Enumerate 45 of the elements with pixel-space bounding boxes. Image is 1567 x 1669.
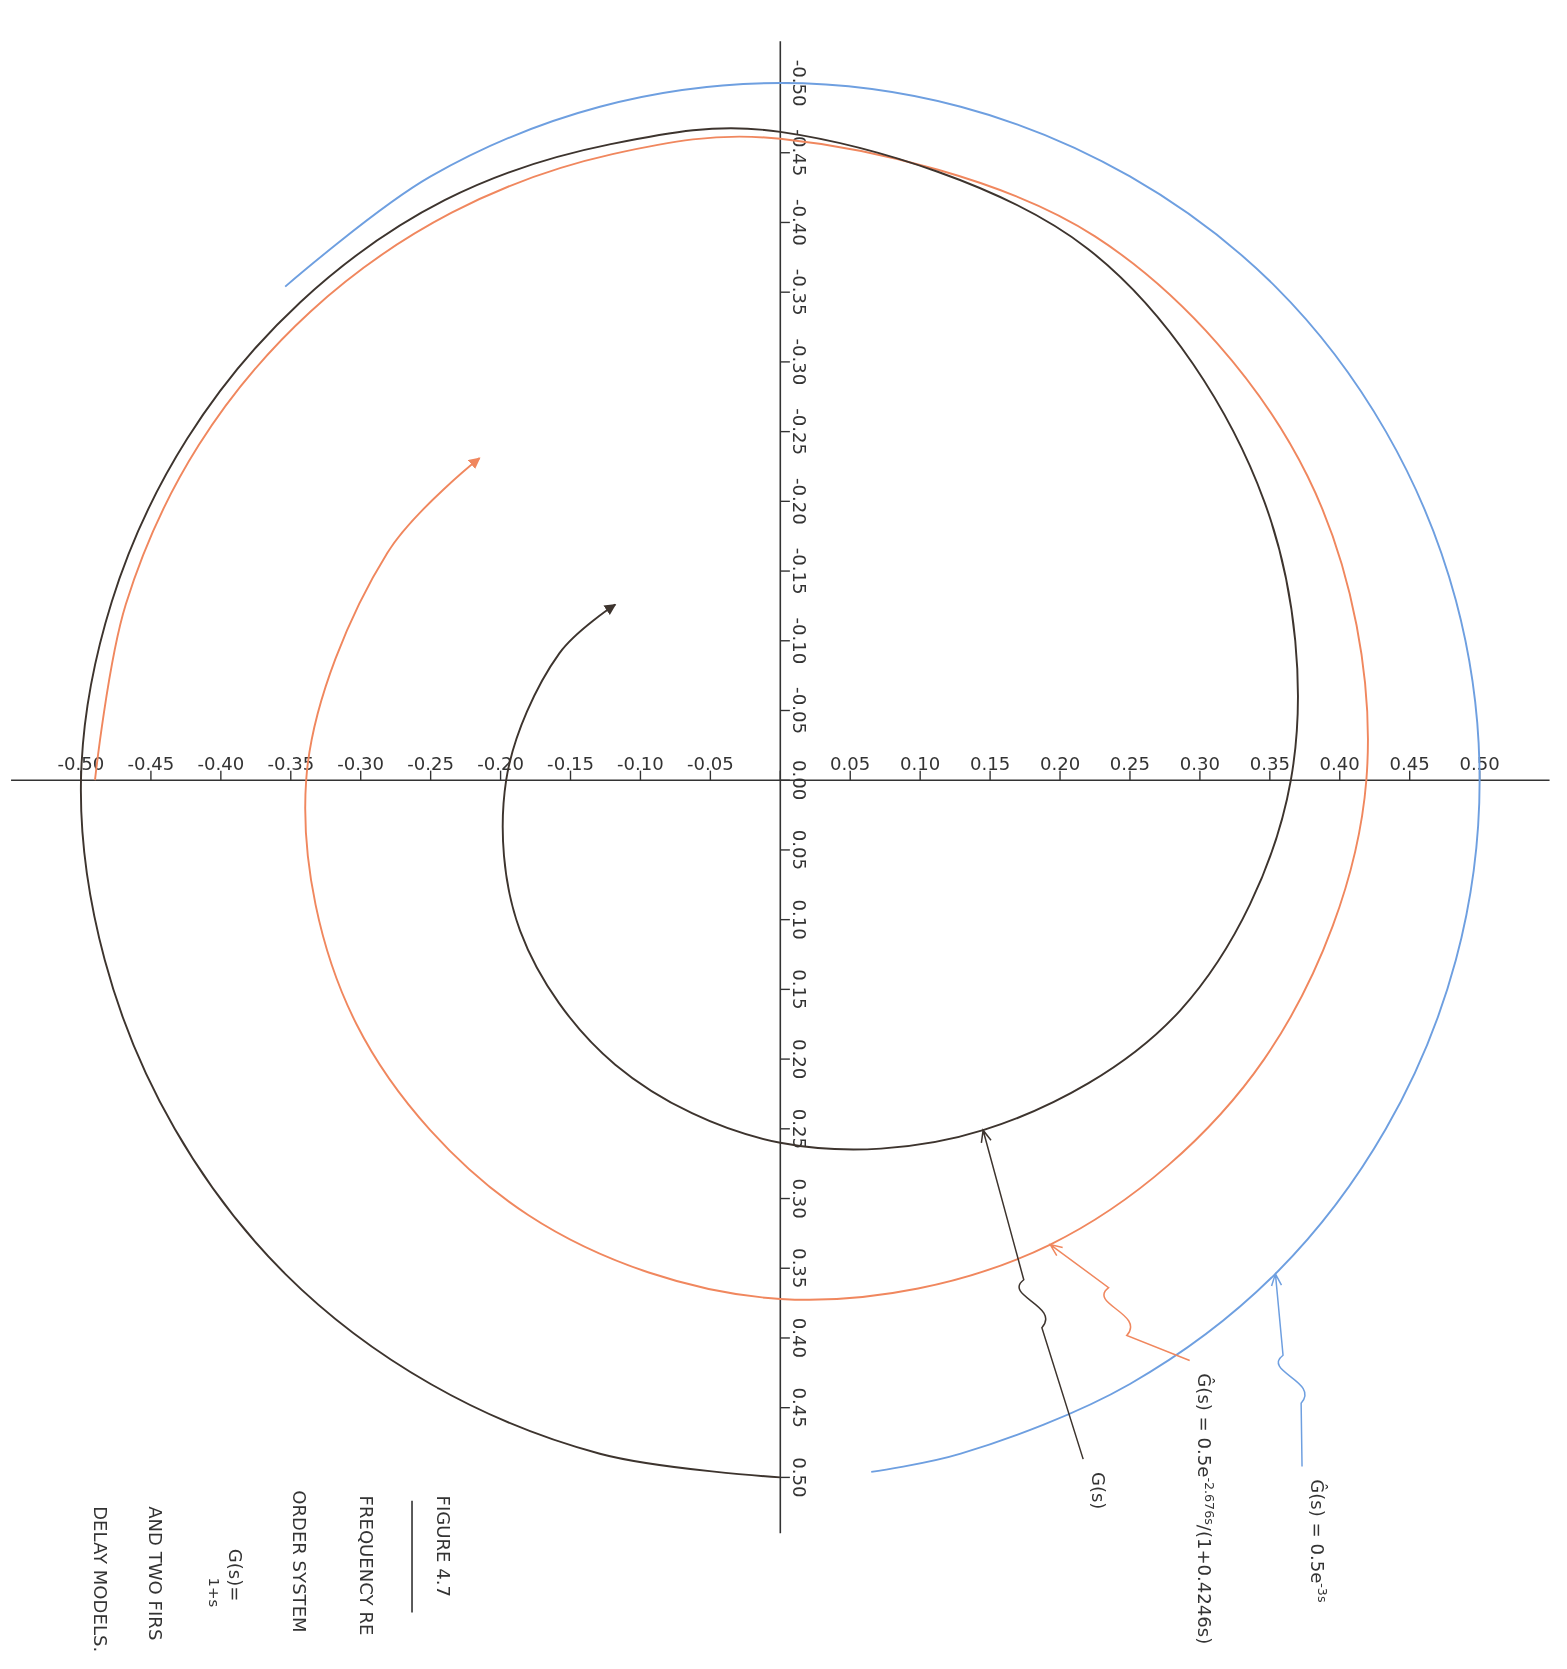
- y-tick-label: -0.40: [789, 199, 811, 246]
- x-tick-label: -0.25: [407, 752, 455, 774]
- y-tick-label: 0.15: [789, 969, 811, 1010]
- x-tick-label: 0.20: [1039, 752, 1081, 774]
- y-tick-label: -0.20: [789, 477, 811, 525]
- annotation: FREQUENCY RE: [355, 1495, 377, 1636]
- y-tick-label: 0.00: [789, 760, 811, 801]
- annotation: G(s): [1087, 1471, 1109, 1510]
- x-tick-label: -0.40: [197, 752, 245, 774]
- x-tick-label: 0.10: [900, 752, 941, 774]
- y-tick-label: 0.30: [789, 1178, 811, 1219]
- y-tick-label: -0.15: [789, 547, 811, 595]
- y-tick-label: 0.45: [789, 1387, 811, 1428]
- y-tick-label: -0.05: [789, 687, 811, 734]
- x-tick-label: 0.15: [969, 752, 1011, 774]
- y-tick-label: 0.20: [789, 1038, 811, 1080]
- x-tick-label: 0.25: [1109, 752, 1151, 774]
- x-tick-label: 0.40: [1319, 752, 1360, 774]
- y-tick-label: -0.45: [789, 129, 811, 177]
- annotation: DELAY MODELS.: [89, 1506, 111, 1653]
- y-tick-label: -0.10: [789, 617, 811, 665]
- x-tick-label: 0.45: [1389, 752, 1430, 774]
- y-tick-label: -0.50: [789, 59, 811, 107]
- y-tick-label: 0.50: [789, 1457, 811, 1498]
- y-tick-label: 0.35: [789, 1248, 811, 1289]
- y-tick-label: 0.25: [789, 1108, 811, 1149]
- annotation: FIGURE 4.7: [432, 1495, 454, 1597]
- y-tick-label: -0.30: [789, 338, 811, 386]
- y-tick-label: -0.25: [789, 408, 811, 456]
- x-tick-label: -0.05: [686, 752, 734, 774]
- x-tick-label: -0.30: [337, 752, 385, 774]
- text: 1+s: [204, 1577, 223, 1608]
- text: G(s)=: [224, 1548, 246, 1602]
- x-tick-label: 0.35: [1249, 752, 1290, 774]
- x-tick-label: -0.15: [547, 752, 594, 774]
- y-tick-label: -0.35: [789, 268, 811, 316]
- x-tick-label: -0.45: [127, 752, 175, 774]
- x-tick-label: -0.10: [617, 752, 664, 774]
- y-tick-label: 0.40: [789, 1317, 811, 1359]
- x-tick-label: 0.05: [830, 752, 871, 774]
- annotation: AND TWO FIRS: [145, 1506, 167, 1641]
- y-tick-label: 0.05: [789, 829, 811, 871]
- annotation: ORDER SYSTEM: [288, 1490, 310, 1633]
- y-tick-label: 0.10: [789, 899, 811, 940]
- x-tick-label: 0.30: [1179, 752, 1221, 774]
